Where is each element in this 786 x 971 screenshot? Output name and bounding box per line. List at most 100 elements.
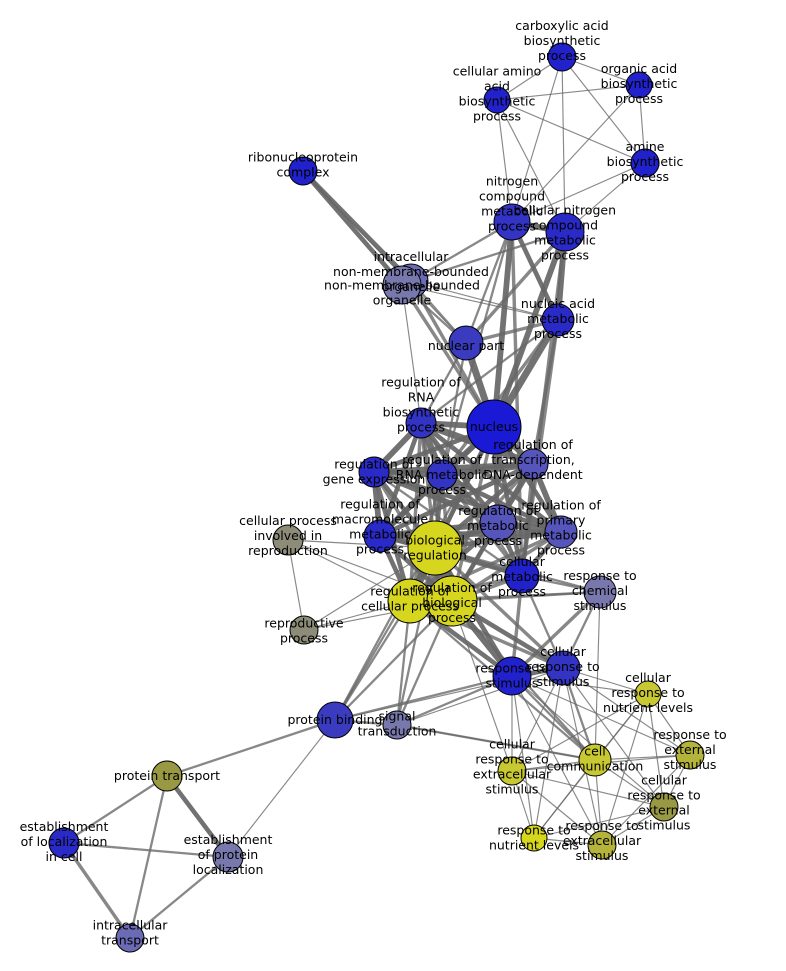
graph-node-cellular-response-to-extracellular-stimulus[interactable] xyxy=(497,756,527,786)
graph-node-intracellular-transport[interactable] xyxy=(115,923,145,953)
graph-edge xyxy=(396,667,564,726)
graph-node-label-cell-communication: cell communication xyxy=(547,743,644,773)
graph-edge xyxy=(511,56,563,223)
graph-node-cellular-process-involved-in-reproduction[interactable] xyxy=(272,524,304,556)
graph-node-cellular-metabolic-process[interactable] xyxy=(504,558,540,594)
graph-node-amine-biosynthetic-process[interactable] xyxy=(630,148,660,178)
graph-edge xyxy=(561,56,646,164)
graph-node-regulation-of-rna-biosynthetic-process[interactable] xyxy=(405,407,437,439)
graph-edge xyxy=(287,539,411,602)
graph-node-carboxylic-acid-biosynthetic-process[interactable] xyxy=(547,42,577,72)
graph-node-response-to-extracellular-stimulus[interactable] xyxy=(587,830,617,860)
graph-edge xyxy=(511,770,665,808)
graph-edge xyxy=(371,469,564,535)
graph-edge xyxy=(401,284,422,424)
graph-node-label-cellular-nitrogen-compound-metabolic-process: cellular nitrogen compound metabolic proces… xyxy=(514,202,616,262)
graph-node-label-signal-transduction: signal transduction xyxy=(358,708,437,738)
graph-edge xyxy=(511,770,603,846)
graph-edge xyxy=(409,230,567,283)
graph-edge xyxy=(333,425,496,722)
graph-edge xyxy=(511,675,535,839)
graph-node-label-cellular-response-to-external-stimulus: cellular response to external stimulus xyxy=(627,772,700,832)
graph-edge xyxy=(333,674,514,722)
graph-node-label-protein-transport: protein transport xyxy=(114,768,220,783)
graph-node-label-biological-regulation: biological regulation xyxy=(403,532,467,562)
graph-node-regulation-of-macromolecule-metabolic-process[interactable] xyxy=(363,519,397,553)
graph-node-signal-transduction[interactable] xyxy=(382,710,412,740)
graph-edge xyxy=(496,84,640,101)
graph-node-non-membrane-bounded-organelle[interactable] xyxy=(382,265,422,305)
graph-node-protein-binding[interactable] xyxy=(316,701,354,739)
graph-node-label-protein-binding: protein binding xyxy=(287,712,382,727)
graph-node-label-nuclear-part: nuclear part xyxy=(428,338,504,353)
graph-node-cell-communication[interactable] xyxy=(578,743,612,777)
graph-node-cellular-amino-acid-biosynthetic-process[interactable] xyxy=(483,86,511,114)
graph-node-label-cellular-response-to-nutrient-levels: cellular response to nutrient levels xyxy=(603,670,693,715)
graph-edge xyxy=(164,773,231,860)
graph-node-nuclear-part[interactable] xyxy=(448,325,484,361)
graph-edge xyxy=(601,754,691,846)
graph-node-establishment-of-localization-in-cell[interactable] xyxy=(48,827,80,859)
graph-node-label-response-to-external-stimulus: response to external stimulus xyxy=(653,727,726,772)
graph-node-cellular-response-to-stimulus[interactable] xyxy=(545,650,581,686)
graph-node-ribonucleoprotein-complex[interactable] xyxy=(288,156,318,186)
graph-node-nucleus[interactable] xyxy=(466,399,522,455)
graph-node-label-intracellular-transport: intracellular transport xyxy=(93,917,169,947)
graph-node-regulation-of-rna-metabolic-process[interactable] xyxy=(426,459,458,491)
graph-node-label-regulation-of-primary-metabolic-process: regulation of primary metabolic process xyxy=(521,497,601,557)
graph-edge xyxy=(400,283,496,429)
graph-node-label-regulation-of-rna-biosynthetic-process: regulation of RNA biosynthetic process xyxy=(381,374,461,434)
graph-node-label-response-to-chemical-stimulus: response to chemical stimulus xyxy=(563,568,636,613)
graph-edge xyxy=(62,841,230,859)
graph-node-label-nucleic-acid-metabolic-process: nucleic acid metabolic process xyxy=(521,296,595,341)
graph-node-response-to-stimulus[interactable] xyxy=(492,656,532,696)
graph-node-regulation-of-primary-metabolic-process[interactable] xyxy=(544,515,578,549)
graph-node-response-to-nutrient-levels[interactable] xyxy=(520,824,548,852)
graph-edge xyxy=(62,841,132,940)
graph-edge xyxy=(511,675,691,756)
graph-edge xyxy=(491,219,515,430)
graph-node-establishment-of-protein-localization[interactable] xyxy=(212,841,244,873)
labels-group: carboxylic acid biosynthetic processorgani… xyxy=(20,18,727,948)
graph-node-nucleic-acid-metabolic-process[interactable] xyxy=(541,303,575,337)
graph-node-cellular-response-to-nutrient-levels[interactable] xyxy=(634,680,662,708)
graph-node-regulation-of-gene-expression[interactable] xyxy=(358,456,390,488)
graph-node-regulation-of-biological-process[interactable] xyxy=(426,575,478,627)
graph-node-label-intracellular-non-membrane-bounded-organelle: intracellular non-membrane-bounded organel… xyxy=(333,249,489,294)
graph-node-label-regulation-of-gene-expression: regulation of gene expression xyxy=(323,456,426,486)
graph-edge xyxy=(511,667,564,772)
graph-node-organic-acid-biosynthetic-process[interactable] xyxy=(625,71,653,99)
graph-node-regulation-of-transcription-dna-dependent[interactable] xyxy=(517,448,549,480)
graph-edge xyxy=(62,774,169,845)
graph-node-regulation-of-metabolic-process[interactable] xyxy=(479,504,517,542)
graph-node-cellular-response-to-external-stimulus[interactable] xyxy=(649,792,679,822)
graph-edge xyxy=(561,56,566,233)
graph-node-biological-regulation[interactable] xyxy=(407,520,463,576)
graph-edge xyxy=(464,220,514,345)
graph-node-reproductive-process[interactable] xyxy=(289,615,319,645)
graph-edge xyxy=(594,591,601,761)
graph-edge xyxy=(410,280,559,321)
graph-edge xyxy=(511,675,649,695)
graph-node-label-organic-acid-biosynthetic-process: organic acid biosynthetic process xyxy=(601,61,678,106)
graph-node-label-response-to-stimulus: response to stimulus xyxy=(475,660,548,690)
graph-node-response-to-external-stimulus[interactable] xyxy=(675,740,705,770)
graph-node-label-cellular-response-to-stimulus: cellular response to stimulus xyxy=(526,644,599,689)
graph-node-label-regulation-of-transcription-dna-dependent: regulation of transcription, DNA-dependent xyxy=(483,437,582,482)
graph-node-nitrogen-compound-metabolic-process[interactable] xyxy=(493,203,531,241)
graph-node-cellular-nitrogen-compound-metabolic-process[interactable] xyxy=(545,212,585,252)
graph-node-label-nucleus: nucleus xyxy=(470,419,518,434)
graph-edge xyxy=(562,667,691,756)
graph-edge xyxy=(511,675,603,846)
graph-node-protein-transport[interactable] xyxy=(151,760,183,792)
graph-edge xyxy=(419,318,560,425)
graph-edge xyxy=(165,718,337,778)
graph-edge xyxy=(377,529,564,539)
graph-edge xyxy=(440,318,560,477)
graph-node-response-to-chemical-stimulus[interactable] xyxy=(583,575,617,609)
graph-edge xyxy=(510,674,597,762)
graph-edge xyxy=(647,693,665,808)
nodes-group[interactable] xyxy=(48,42,705,953)
graph-node-label-cellular-amino-acid-biosynthetic-process: cellular amino acid biosynthetic process xyxy=(453,63,542,123)
